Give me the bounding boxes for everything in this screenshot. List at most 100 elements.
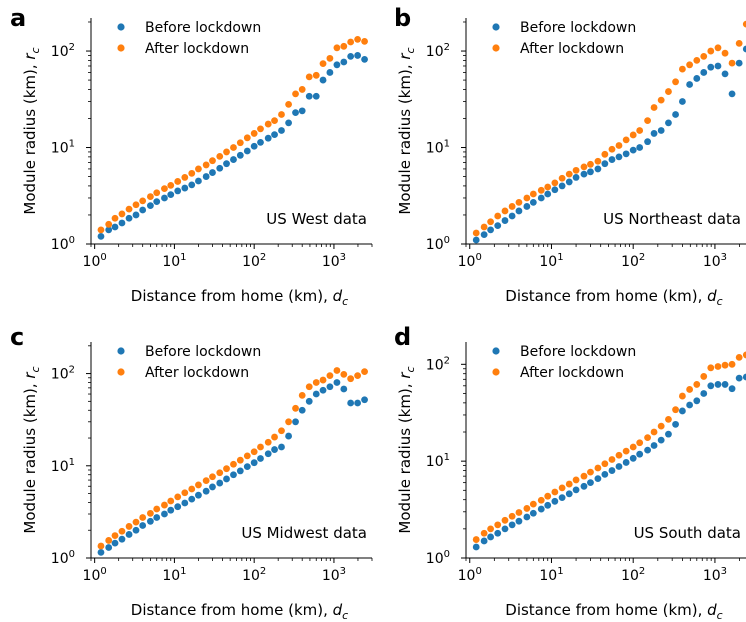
before-lockdown-point	[305, 92, 313, 100]
after-lockdown-point	[202, 477, 210, 485]
before-lockdown-point	[672, 420, 679, 428]
before-lockdown-point	[622, 459, 630, 466]
after-lockdown-point	[644, 434, 651, 442]
after-lockdown-point	[305, 383, 313, 391]
after-lockdown-point	[361, 368, 368, 376]
before-lockdown-point	[202, 487, 210, 495]
legend-label: After lockdown	[145, 365, 249, 381]
after-lockdown-point	[523, 505, 531, 512]
before-lockdown-point	[657, 127, 665, 134]
after-lockdown-point	[544, 183, 552, 191]
after-lockdown-point	[354, 372, 362, 380]
y-axis-title: Module radius (km), rc	[396, 47, 417, 214]
after-lockdown-point	[700, 52, 708, 60]
before-lockdown-point	[472, 236, 480, 244]
before-lockdown-point	[714, 62, 722, 70]
after-lockdown-point	[707, 364, 715, 372]
after-lockdown-point	[721, 49, 729, 57]
before-lockdown-point	[622, 150, 630, 158]
x-tick-label: 103	[703, 252, 727, 270]
before-lockdown-point	[480, 537, 488, 545]
x-tick-label: 103	[322, 252, 346, 270]
before-lockdown-point	[298, 107, 306, 115]
after-lockdown-point	[278, 111, 285, 118]
x-axis-title: Distance from home (km), dc	[505, 601, 722, 622]
before-lockdown-point	[515, 517, 523, 525]
before-lockdown-point	[111, 539, 119, 547]
legend-marker	[117, 368, 125, 376]
after-lockdown-point	[243, 134, 251, 142]
after-lockdown-point	[361, 37, 368, 45]
before-lockdown-point	[147, 517, 154, 525]
before-lockdown-point	[601, 470, 609, 478]
before-lockdown-point	[544, 190, 552, 198]
after-lockdown-point	[292, 90, 299, 98]
after-lockdown-point	[161, 185, 168, 193]
legend-label: Before lockdown	[145, 344, 261, 360]
after-lockdown-point	[285, 418, 292, 426]
before-lockdown-point	[236, 467, 244, 475]
before-lockdown-point	[580, 482, 588, 490]
before-lockdown-point	[494, 222, 502, 230]
after-lockdown-point	[629, 443, 637, 451]
before-lockdown-point	[312, 390, 320, 398]
after-lockdown-point	[340, 42, 348, 50]
before-lockdown-point	[340, 385, 348, 393]
after-lockdown-point	[250, 448, 258, 456]
after-lockdown-point	[558, 484, 566, 492]
after-lockdown-point	[105, 220, 113, 228]
y-tick-label: 101	[51, 139, 75, 157]
before-lockdown-point	[167, 191, 175, 199]
after-lockdown-point	[292, 404, 299, 412]
before-lockdown-point	[223, 475, 230, 483]
after-lockdown-point	[644, 117, 651, 125]
before-lockdown-point	[319, 386, 327, 394]
after-lockdown-point	[515, 198, 523, 206]
after-lockdown-point	[487, 218, 494, 226]
after-lockdown-point	[472, 229, 480, 237]
before-lockdown-point	[278, 443, 285, 451]
before-lockdown-point	[230, 471, 237, 479]
after-lockdown-point	[672, 78, 679, 86]
after-lockdown-point	[714, 44, 722, 52]
legend-marker	[492, 368, 500, 376]
before-lockdown-point	[97, 232, 105, 240]
before-lockdown-point	[153, 198, 161, 206]
panel-letter: d	[394, 323, 411, 351]
after-lockdown-point	[544, 492, 552, 500]
x-tick-label: 102	[242, 566, 266, 584]
before-lockdown-point	[139, 522, 147, 529]
before-lockdown-point	[501, 525, 509, 533]
before-lockdown-point	[558, 182, 566, 190]
after-lockdown-point	[686, 386, 694, 393]
before-lockdown-point	[285, 119, 292, 127]
before-lockdown-point	[243, 463, 251, 470]
panel-letter: c	[10, 323, 24, 351]
after-lockdown-point	[679, 65, 686, 73]
before-lockdown-point	[188, 495, 196, 503]
after-lockdown-point	[622, 447, 630, 455]
x-tick-label: 100	[83, 566, 107, 584]
after-lockdown-point	[601, 460, 609, 468]
before-lockdown-point	[523, 203, 531, 210]
before-lockdown-point	[686, 81, 694, 88]
before-lockdown-point	[700, 390, 708, 397]
before-lockdown-point	[97, 549, 105, 556]
before-lockdown-point	[181, 499, 189, 507]
after-lockdown-point	[319, 60, 327, 68]
after-lockdown-point	[125, 205, 133, 213]
after-lockdown-point	[494, 212, 502, 220]
before-lockdown-point	[644, 446, 651, 454]
before-lockdown-point	[565, 490, 573, 498]
after-lockdown-point	[608, 145, 616, 153]
before-lockdown-point	[608, 156, 616, 163]
before-lockdown-point	[209, 483, 216, 491]
after-lockdown-point	[250, 130, 258, 137]
after-lockdown-point	[326, 54, 334, 62]
before-lockdown-point	[257, 455, 264, 462]
y-tick-label: 101	[51, 457, 75, 475]
before-lockdown-point	[721, 70, 729, 78]
x-tick-label: 103	[703, 566, 727, 584]
after-lockdown-point	[153, 505, 161, 513]
before-lockdown-point	[223, 160, 230, 168]
